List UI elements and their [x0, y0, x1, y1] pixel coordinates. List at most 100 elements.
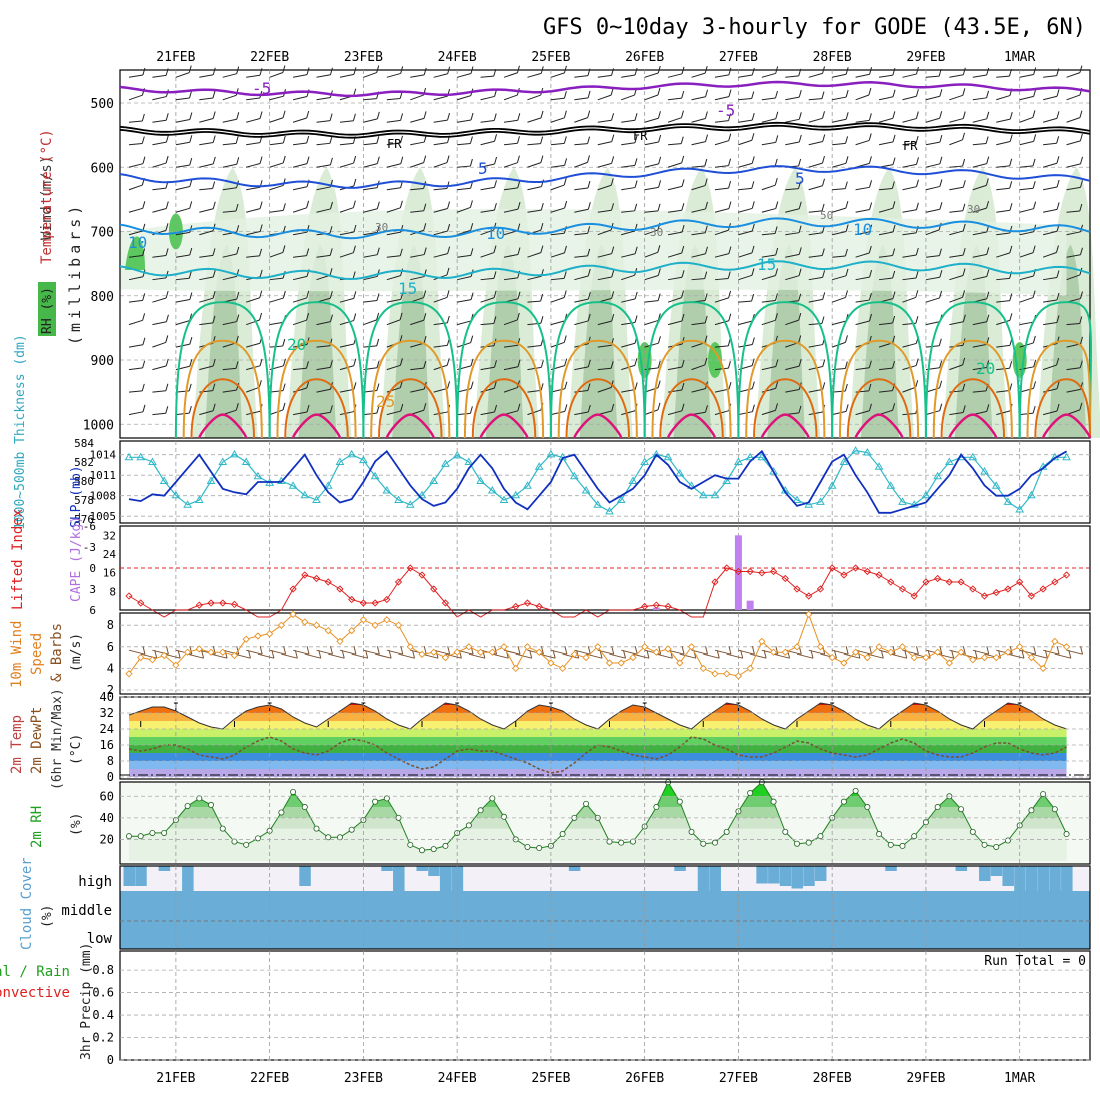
rh2m-point [629, 838, 636, 845]
wind10-point [582, 653, 590, 662]
wind-barb-flag [821, 91, 825, 99]
wind-barb-flag [915, 111, 919, 119]
wind-barb [269, 297, 284, 303]
wind-barb-flag [986, 156, 990, 164]
wind-barb [316, 321, 331, 326]
wind-barb [691, 253, 706, 258]
wind-barb [972, 231, 987, 236]
wind-barb [996, 95, 1011, 101]
wind-barb [621, 119, 636, 123]
wind-barb-flag [1056, 136, 1060, 144]
wind-barb-flag [634, 158, 638, 166]
wind10-barb [386, 649, 403, 655]
slp-tick-label: 1008 [90, 490, 117, 503]
thickness-point [288, 481, 298, 489]
wind-barb-flag [1079, 180, 1083, 188]
wind-barb [199, 276, 214, 281]
wind-barb [152, 162, 167, 168]
wind10-barb [550, 649, 568, 655]
wind-barb-flag [892, 201, 896, 209]
wind-barb-flag [470, 223, 474, 231]
contour-35 [760, 413, 810, 439]
wind-barb [878, 255, 893, 258]
top-date-label: 22FEB [250, 50, 289, 65]
wind-barb-flag [822, 134, 826, 142]
wind-barb [363, 142, 377, 146]
wind-barb-flag [212, 67, 216, 75]
rh2m-point [747, 790, 754, 797]
contour-30 [659, 378, 724, 439]
wind-barb-flag [235, 361, 239, 369]
wind10-barb-flag [283, 646, 287, 655]
wind-barb-flag [868, 245, 872, 254]
wind-barb [293, 367, 307, 371]
wind10-point [547, 659, 555, 667]
wind-barb [785, 141, 800, 146]
wind-barb [316, 164, 331, 168]
cloud-high-bar [803, 866, 815, 886]
wind-barb [339, 252, 354, 258]
wind-barb [878, 277, 893, 281]
wind-barb-flag [1008, 68, 1012, 77]
wind-barb-flag [611, 291, 615, 299]
wind-barb [550, 184, 565, 191]
wind-barb [363, 163, 378, 168]
wind10-barb-flag [904, 650, 908, 659]
rh2m-point [840, 798, 847, 805]
contour-35 [666, 413, 717, 439]
wind-barb-flag [587, 90, 591, 98]
wind10-point [418, 650, 426, 658]
wind-barb-flag [657, 111, 661, 119]
wind-barb [316, 388, 331, 393]
wind-barb [152, 119, 167, 123]
li-point [219, 599, 227, 607]
wind10-point [488, 648, 496, 656]
thickness-point [874, 462, 884, 470]
chart-title: GFS 0~10day 3-hourly for GODE (43.5E, 6N… [543, 15, 1086, 40]
wind10-barb-flag [388, 650, 392, 659]
wind-barb [597, 276, 612, 281]
wind-barb [222, 118, 237, 123]
wind-barb [996, 300, 1010, 303]
wind-barb-flag [329, 248, 333, 256]
wind-barb [949, 165, 963, 168]
wind-barb [621, 74, 636, 78]
wind-barb-flag [681, 382, 685, 391]
rh2m-point [254, 835, 261, 842]
rh2m-point [1040, 791, 1047, 798]
wind10-point [289, 610, 297, 619]
wind-barb [902, 73, 917, 78]
wind-barb-flag [657, 203, 661, 212]
wind-barb [668, 97, 682, 101]
wind-barb-flag [517, 180, 521, 189]
wind10-barb [304, 653, 321, 659]
wind-barb [925, 276, 940, 281]
wind-barb [785, 319, 799, 326]
wind-barb-flag [423, 155, 427, 163]
wind10-barb [1031, 653, 1048, 659]
wind-barb [785, 75, 799, 78]
wind-barb [621, 164, 636, 168]
wind-barb-flag [962, 290, 966, 298]
wind-barb [855, 252, 870, 258]
wind-barb-flag [728, 382, 732, 390]
wind-barb-flag [494, 404, 498, 413]
thickness-point [816, 497, 825, 505]
rh2m-point [688, 828, 695, 835]
wind-barb-flag [611, 314, 615, 322]
bottom-date-label: 21FEB [156, 1071, 195, 1086]
wind-barb-flag [657, 87, 661, 96]
wind-barb-flag [236, 112, 240, 120]
precip-panel-labels: Total / Rain Convective 3hr Precip (mm) … [0, 943, 1086, 1060]
wind-barb-flag [798, 293, 802, 301]
contour-25 [276, 339, 357, 439]
wind-barb [550, 410, 566, 416]
wind-barb-flag [1032, 158, 1036, 167]
wind-barb-flag [798, 405, 802, 413]
rh2m-point [606, 838, 613, 845]
cape-bar [652, 607, 660, 610]
wind-barb-flag [728, 180, 732, 189]
li-point [957, 578, 965, 586]
wind-barb-flag [962, 357, 966, 366]
